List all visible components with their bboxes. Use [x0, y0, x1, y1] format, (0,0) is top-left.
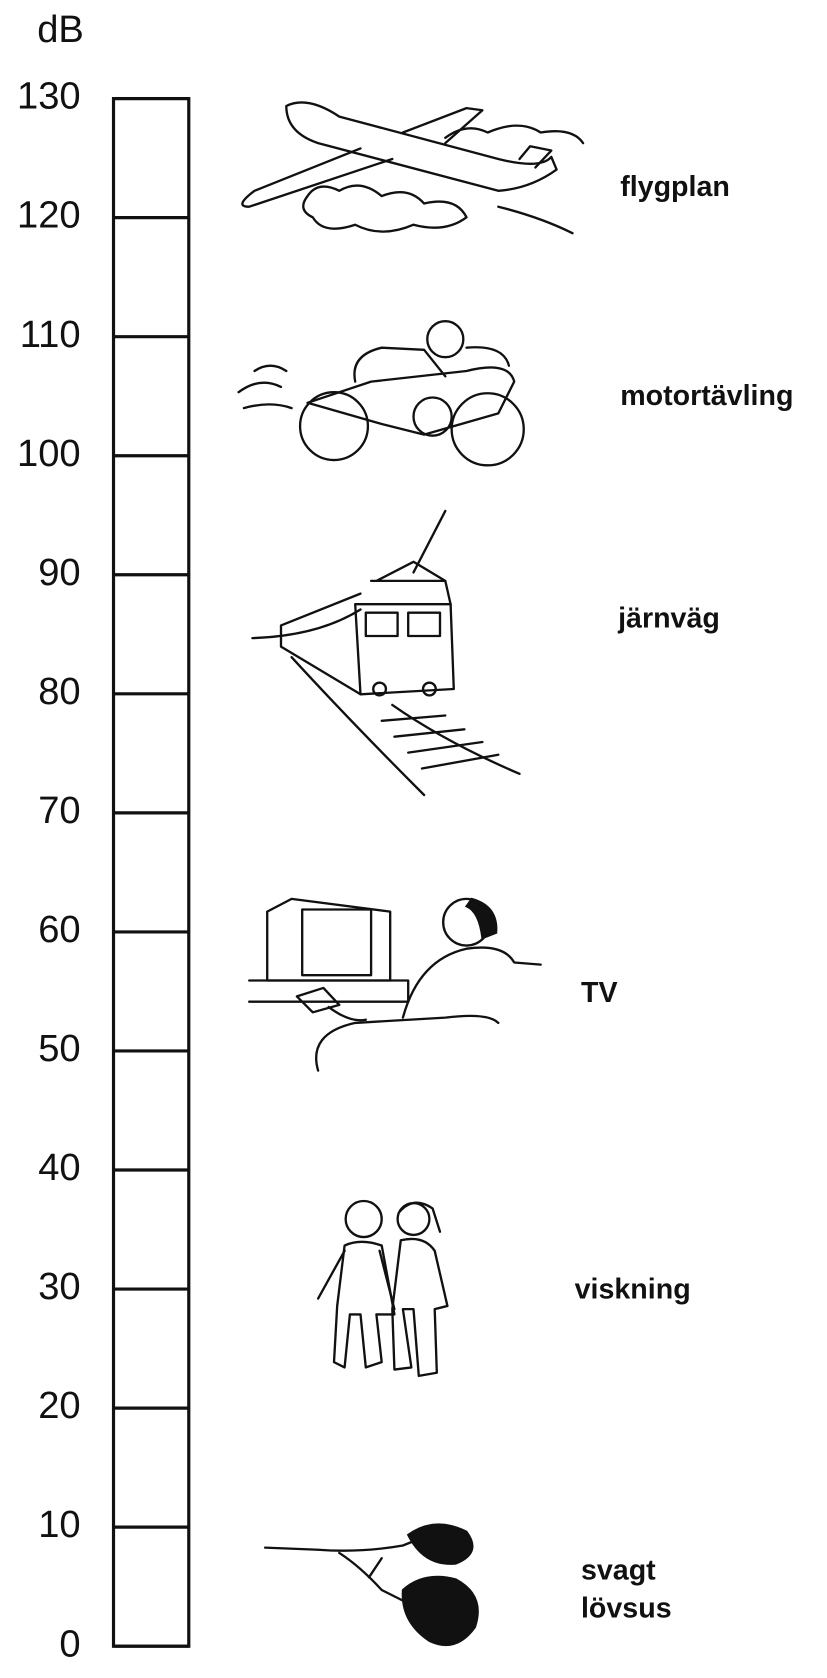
- tick-label: 40: [38, 1146, 80, 1189]
- tick-label: 0: [59, 1622, 80, 1665]
- decibel-diagram: dB: [0, 0, 827, 1678]
- tick-label: 60: [38, 908, 80, 951]
- unit-label: dB: [37, 8, 84, 51]
- tick-label: 30: [38, 1265, 80, 1308]
- source-label: viskning: [575, 1274, 691, 1306]
- train-illustration: [252, 511, 519, 795]
- airplane-illustration: [242, 102, 583, 233]
- tick-label: 90: [38, 551, 80, 594]
- tick-label: 70: [38, 789, 80, 832]
- whisper-illustration: [318, 1201, 447, 1376]
- tick-label: 100: [17, 432, 81, 475]
- tick-label: 50: [38, 1027, 80, 1070]
- tick-label: 10: [38, 1503, 80, 1546]
- source-label: flygplan: [620, 171, 730, 203]
- tick-label: 80: [38, 670, 80, 713]
- source-label: svagt: [581, 1555, 656, 1587]
- scale-bar: [114, 99, 189, 1647]
- source-label: järnväg: [617, 603, 720, 635]
- tick-label: 130: [17, 75, 81, 118]
- tick-label: 120: [17, 194, 81, 237]
- source-label: TV: [581, 977, 618, 1009]
- source-label: motortävling: [620, 380, 793, 412]
- leaves-illustration: [265, 1524, 478, 1645]
- page: {"unit": "dB", "scale": {"ticks": [0, 10…: [0, 0, 827, 1678]
- motorcycle-illustration: [239, 321, 524, 465]
- tick-label: 110: [20, 313, 81, 356]
- source-label: lövsus: [581, 1593, 672, 1625]
- tv-illustration: [249, 899, 541, 1071]
- tick-label: 20: [38, 1384, 80, 1427]
